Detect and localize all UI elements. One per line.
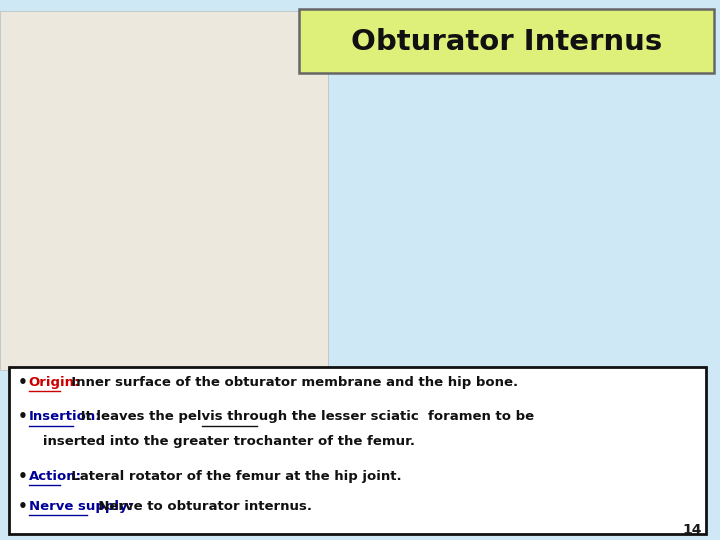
FancyBboxPatch shape: [9, 367, 706, 534]
Text: It leaves the pelvis through the lesser sciatic  foramen to be: It leaves the pelvis through the lesser …: [76, 410, 534, 423]
Text: Nerve to obturator internus.: Nerve to obturator internus.: [89, 500, 312, 513]
Text: Origin:: Origin:: [29, 376, 80, 389]
Text: •: •: [18, 375, 28, 390]
Text: Nerve supply:: Nerve supply:: [29, 500, 132, 513]
Text: Inner surface of the obturator membrane and the hip bone.: Inner surface of the obturator membrane …: [62, 376, 518, 389]
Text: •: •: [18, 409, 28, 424]
Text: Lateral rotator of the femur at the hip joint.: Lateral rotator of the femur at the hip …: [62, 470, 402, 483]
Text: Action:: Action:: [29, 470, 82, 483]
Text: •: •: [18, 469, 28, 484]
Text: •: •: [18, 499, 28, 514]
FancyBboxPatch shape: [299, 9, 714, 73]
Bar: [0, 11, 328, 370]
Text: inserted into the greater trochanter of the femur.: inserted into the greater trochanter of …: [29, 435, 415, 448]
Text: Insertion:: Insertion:: [29, 410, 102, 423]
Text: 14: 14: [683, 523, 702, 537]
Text: Obturator Internus: Obturator Internus: [351, 28, 662, 56]
